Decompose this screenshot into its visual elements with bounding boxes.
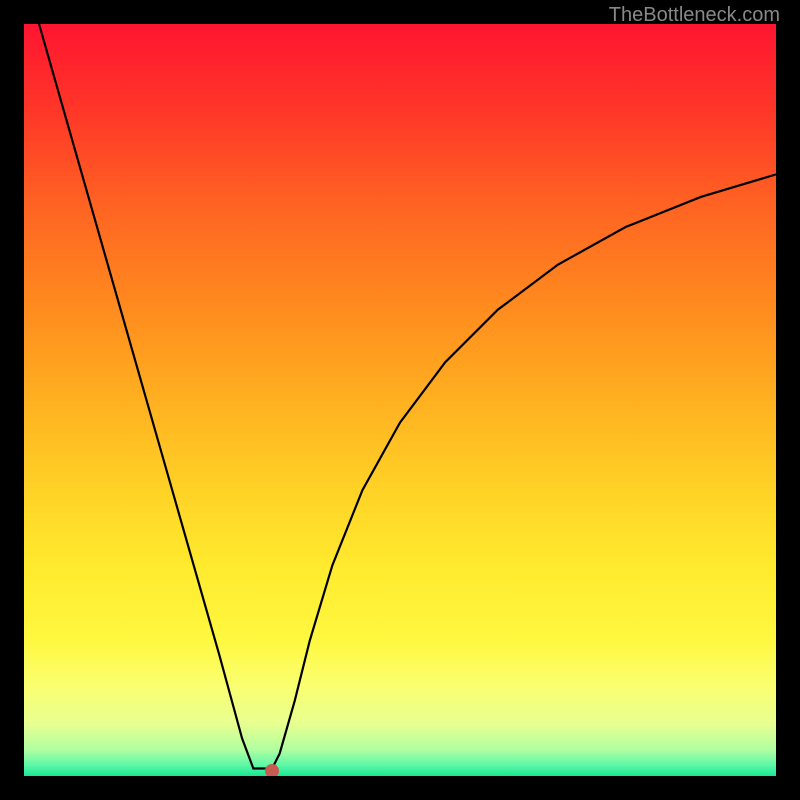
bottleneck-curve	[24, 24, 776, 776]
minimum-marker	[265, 764, 279, 776]
watermark-text: TheBottleneck.com	[609, 4, 780, 27]
plot-area	[24, 24, 776, 776]
